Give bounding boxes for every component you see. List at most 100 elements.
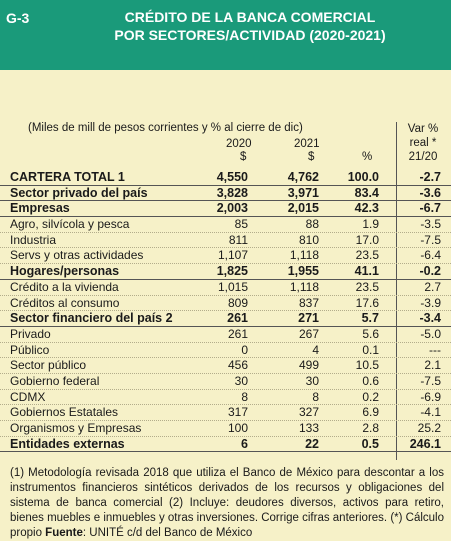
var-header-line-3: 21/20: [408, 151, 438, 163]
table-row: Gobierno federal 30 30 0.6 -7.5: [0, 374, 451, 390]
real-variation: 25.2: [417, 421, 441, 435]
row-label: Créditos al consumo: [10, 295, 120, 310]
var-header-line-1: Var %: [407, 123, 439, 135]
value-2021: 88: [305, 217, 319, 232]
real-variation: ---: [429, 342, 441, 357]
real-variation: -6.7: [419, 201, 441, 216]
var-header: Var % real * 21/20: [400, 122, 446, 164]
table-row: Gobiernos Estatales 317 327 6.9 -4.1: [0, 405, 451, 421]
value-2020: 809: [227, 295, 248, 310]
share-pct: 83.4: [354, 185, 379, 200]
share-pct: 5.7: [361, 311, 379, 326]
value-2020: 261: [227, 326, 248, 341]
column-divider: [396, 122, 397, 460]
value-2021: 499: [298, 358, 319, 373]
real-variation: -4.1: [420, 405, 441, 420]
value-2021: 3,971: [287, 185, 319, 200]
var-header-line-2: real *: [409, 137, 437, 149]
row-label: CARTERA TOTAL 1: [10, 170, 125, 184]
real-variation: -6.9: [420, 389, 441, 404]
real-variation: -3.4: [419, 311, 441, 326]
table-row: Sector privado del país 3,828 3,971 83.4 -3.…: [0, 186, 451, 202]
row-label: Servs y otras actividades: [10, 248, 144, 263]
row-label: Organismos y Empresas: [10, 421, 142, 435]
real-variation: -6.4: [420, 248, 441, 263]
table-row: Crédito a la vivienda 1,015 1,118 23.5 2.7: [0, 280, 451, 296]
source-label: Fuente: [45, 527, 83, 539]
table-row: Servs y otras actividades 1,107 1,118 23.5 -…: [0, 248, 451, 265]
title-line-1: CRÉDITO DE LA BANCA COMERCIAL: [124, 9, 376, 25]
row-label: Crédito a la vivienda: [10, 279, 119, 294]
value-2020: 30: [234, 373, 248, 388]
share-pct: 17.0: [355, 232, 379, 247]
real-variation: -5.0: [420, 326, 441, 341]
real-variation: -3.9: [420, 295, 441, 310]
title-line-2: POR SECTORES/ACTIVIDAD (2020-2021): [114, 27, 386, 43]
figure-code: G-3: [6, 10, 30, 26]
table-row: Privado 261 267 5.6 -5.0: [0, 327, 451, 343]
footnotes: (1) Metodología revisada 2018 que utiliz…: [10, 466, 444, 541]
value-2021: 267: [298, 326, 319, 341]
value-2021: 1,118: [289, 279, 319, 294]
table-row: Sector público 456 499 10.5 2.1: [0, 358, 451, 374]
value-2020: 6: [241, 436, 248, 451]
share-pct: 10.5: [355, 358, 379, 373]
share-pct: 41.1: [354, 264, 379, 279]
row-label: Privado: [10, 326, 51, 341]
unit-2021: $: [308, 151, 315, 163]
share-pct: 0.5: [361, 436, 379, 451]
year-2020-header: 2020: [226, 138, 252, 150]
source-text: : UNITÉ c/d del Banco de México: [82, 527, 253, 539]
value-2021: 22: [305, 436, 319, 451]
table-row: CARTERA TOTAL 1 4,550 4,762 100.0 -2.7: [0, 170, 451, 186]
share-pct: 0.1: [362, 342, 379, 357]
real-variation: -7.5: [420, 232, 441, 247]
real-variation: -3.6: [419, 185, 441, 200]
table-row: Sector financiero del país 2 261 271 5.7 -3.…: [0, 311, 451, 327]
value-2021: 327: [298, 405, 319, 420]
value-2021: 8: [312, 389, 319, 404]
table-subtitle: (Miles de mill de pesos corrientes y % a…: [28, 122, 303, 134]
real-variation: -7.5: [420, 373, 441, 388]
share-pct: 6.9: [362, 405, 379, 420]
share-pct: 23.5: [355, 248, 379, 263]
value-2020: 2,003: [216, 201, 248, 216]
value-2020: 317: [227, 405, 248, 420]
value-2020: 261: [227, 311, 248, 326]
share-pct: 5.6: [362, 326, 379, 341]
row-label: Sector financiero del país 2: [10, 311, 173, 326]
value-2020: 100: [227, 421, 248, 435]
row-label: Público: [10, 342, 50, 357]
real-variation: -3.5: [420, 217, 441, 232]
row-label: Hogares/personas: [10, 264, 120, 279]
value-2020: 85: [234, 217, 248, 232]
share-pct: 17.6: [355, 295, 379, 310]
value-2021: 271: [298, 311, 319, 326]
value-2020: 1,015: [217, 279, 248, 294]
table-row: Créditos al consumo 809 837 17.6 -3.9: [0, 296, 451, 312]
share-pct: 2.8: [362, 421, 379, 435]
figure-title: CRÉDITO DE LA BANCA COMERCIAL POR SECTOR…: [80, 8, 420, 44]
row-label: Entidades externas: [10, 436, 125, 451]
value-2021: 837: [298, 295, 319, 310]
real-variation: 246.1: [409, 436, 441, 451]
title-banner: G-3 CRÉDITO DE LA BANCA COMERCIAL POR SE…: [0, 0, 451, 70]
value-2020: 4,550: [216, 170, 248, 184]
row-label: Gobiernos Estatales: [10, 405, 119, 420]
table-row: CDMX 8 8 0.2 -6.9: [0, 390, 451, 406]
value-2020: 811: [228, 232, 248, 247]
row-label: Agro, silvícola y pesca: [10, 217, 130, 232]
value-2021: 133: [298, 421, 319, 435]
row-label: Empresas: [10, 201, 70, 216]
table-row: Empresas 2,003 2,015 42.3 -6.7: [0, 201, 451, 218]
real-variation: 2.1: [424, 358, 441, 373]
table-row: Entidades externas 6 22 0.5 246.1: [0, 437, 451, 453]
share-pct: 0.2: [362, 389, 379, 404]
real-variation: -0.2: [419, 264, 441, 279]
share-pct: 0.6: [362, 373, 379, 388]
value-2021: 810: [298, 232, 319, 247]
value-2020: 456: [227, 358, 248, 373]
value-2020: 0: [241, 342, 248, 357]
table-row: Industria 811 810 17.0 -7.5: [0, 233, 451, 249]
real-variation: -2.7: [419, 170, 441, 184]
